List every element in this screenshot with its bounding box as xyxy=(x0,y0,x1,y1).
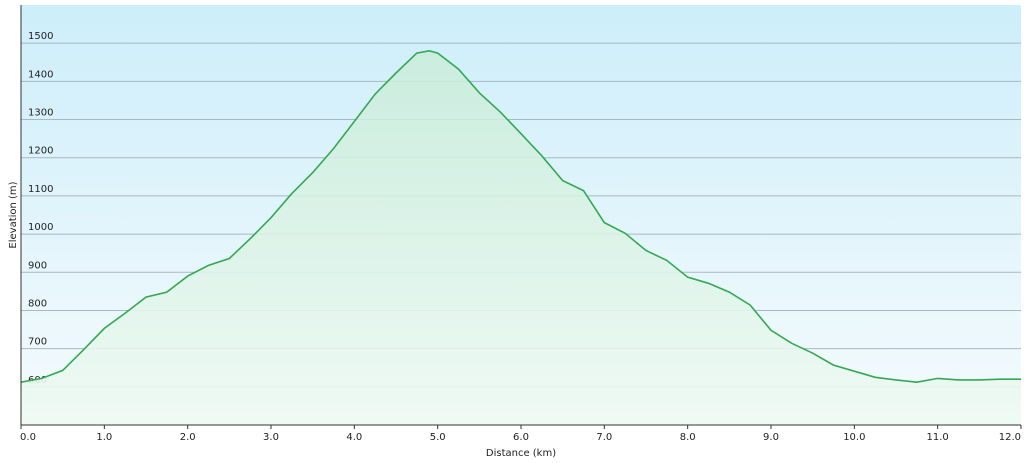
y-tick-label: 1200 xyxy=(28,146,53,157)
y-tick-label: 1100 xyxy=(28,184,53,195)
x-tick-label: 0.0 xyxy=(20,432,36,443)
x-tick-label: 10.0 xyxy=(843,432,865,443)
y-tick-label: 1500 xyxy=(28,31,53,42)
area-fill xyxy=(21,50,1021,426)
y-tick-label: 1400 xyxy=(28,69,53,80)
x-tick-label: 12.0 xyxy=(999,432,1021,443)
y-tick-label: 1000 xyxy=(28,222,53,233)
y-tick-label: 1300 xyxy=(28,108,53,119)
x-tick-label: 2.0 xyxy=(180,432,196,443)
y-axis-title: Elevation (m) xyxy=(8,181,19,248)
y-tick-label: 900 xyxy=(28,260,47,271)
x-tick-label: 6.0 xyxy=(513,432,529,443)
x-tick-label: 1.0 xyxy=(96,432,112,443)
y-tick-label: 800 xyxy=(28,298,47,309)
elevation-line xyxy=(20,49,1021,384)
x-tick-label: 3.0 xyxy=(263,432,279,443)
x-tick-label: 9.0 xyxy=(763,432,779,443)
x-tick-label: 5.0 xyxy=(430,432,446,443)
x-axis-title: Distance (km) xyxy=(486,448,556,459)
x-tick-label: 4.0 xyxy=(346,432,362,443)
y-tick-label: 700 xyxy=(28,337,47,348)
x-tick-label: 11.0 xyxy=(927,432,949,443)
x-tick-label: 7.0 xyxy=(596,432,612,443)
x-tick-label: 8.0 xyxy=(680,432,696,443)
